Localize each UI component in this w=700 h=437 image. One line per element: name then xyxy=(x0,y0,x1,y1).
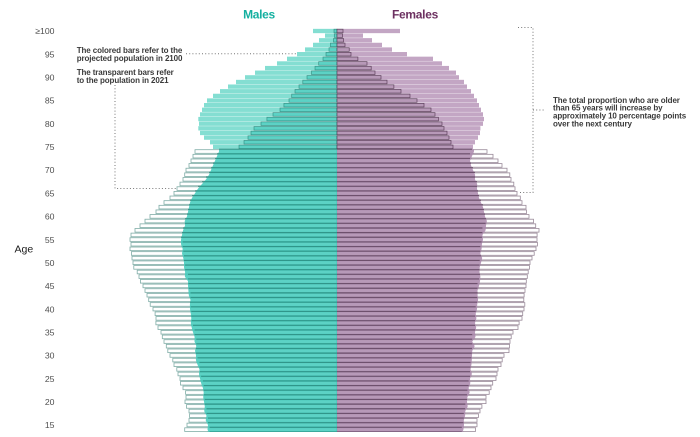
svg-text:50: 50 xyxy=(45,258,55,268)
svg-text:85: 85 xyxy=(45,96,55,106)
svg-text:90: 90 xyxy=(45,73,55,83)
svg-text:60: 60 xyxy=(45,212,55,222)
svg-text:75: 75 xyxy=(45,142,55,152)
svg-text:over the next century: over the next century xyxy=(553,120,632,129)
svg-text:80: 80 xyxy=(45,119,55,129)
svg-text:Males: Males xyxy=(243,7,275,21)
svg-text:40: 40 xyxy=(45,304,55,314)
svg-text:15: 15 xyxy=(45,420,55,430)
svg-text:The colored bars refer to the: The colored bars refer to the xyxy=(77,46,183,55)
svg-text:55: 55 xyxy=(45,235,55,245)
svg-text:≥100: ≥100 xyxy=(35,26,54,36)
svg-text:Females: Females xyxy=(392,7,439,21)
svg-text:projected population in 2100: projected population in 2100 xyxy=(77,54,183,63)
svg-text:The transparent bars refer: The transparent bars refer xyxy=(77,68,174,77)
svg-text:45: 45 xyxy=(45,281,55,291)
svg-text:25: 25 xyxy=(45,374,55,384)
svg-text:95: 95 xyxy=(45,49,55,59)
svg-text:The total proportion who are o: The total proportion who are older xyxy=(553,96,680,105)
svg-text:Age: Age xyxy=(15,244,34,256)
svg-text:70: 70 xyxy=(45,165,55,175)
svg-text:20: 20 xyxy=(45,397,55,407)
svg-text:30: 30 xyxy=(45,351,55,361)
svg-text:to the population in 2021: to the population in 2021 xyxy=(77,76,169,85)
svg-text:65: 65 xyxy=(45,188,55,198)
svg-text:approximately 10 percentage po: approximately 10 percentage points xyxy=(553,112,687,121)
svg-text:than 65 years will increase by: than 65 years will increase by xyxy=(553,104,663,113)
svg-text:35: 35 xyxy=(45,328,55,338)
